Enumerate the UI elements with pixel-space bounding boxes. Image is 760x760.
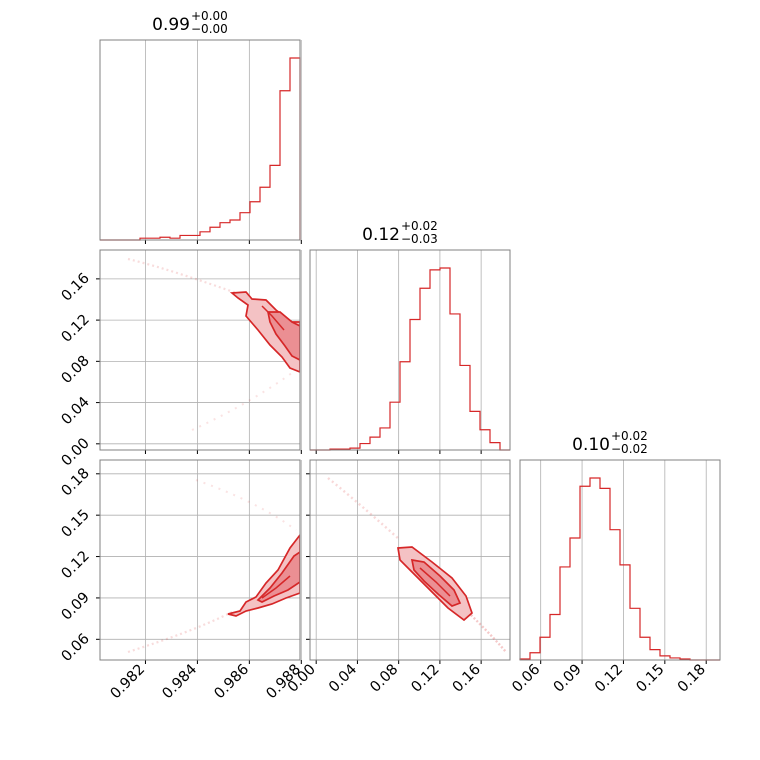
marks-layer xyxy=(100,57,720,661)
x-tick-label-c1-2: 0.08 xyxy=(367,662,401,696)
panel-frame-r2c2 xyxy=(519,459,721,661)
contour-panel-p2-vs-p1 xyxy=(327,477,507,653)
panel-frame-r1c0 xyxy=(99,249,301,451)
param-title-value-1: 0.12 xyxy=(362,225,400,245)
contour-inner-p2-vs-p0 xyxy=(256,550,300,603)
panel-frame-r0c0 xyxy=(99,39,301,241)
y-tick-label-r2-4: 0.18 xyxy=(59,465,93,499)
contour-line-p1-vs-p0 xyxy=(261,305,285,331)
y-tick-label-r2-0: 0.06 xyxy=(59,631,93,665)
histogram-param-2 xyxy=(519,477,720,661)
histogram-param-0 xyxy=(100,57,301,241)
y-tick-label-r2-2: 0.12 xyxy=(59,548,93,582)
param-title-plus-1: +0.02 xyxy=(401,219,438,233)
param-title-minus-0: −0.00 xyxy=(191,22,228,36)
x-tick-label-c0-0: 0.982 xyxy=(108,662,149,703)
param-title-minus-2: −0.02 xyxy=(611,442,648,456)
panel-frame-r2c0 xyxy=(99,459,301,661)
param-title-plus-2: +0.02 xyxy=(611,429,648,443)
grid-layer xyxy=(96,40,707,664)
scatter-trail-p2-upper xyxy=(195,479,297,531)
y-tick-label-r2-1: 0.09 xyxy=(59,589,93,623)
x-tick-label-c1-4: 0.16 xyxy=(450,662,484,696)
scatter-trail-p2-p1-upper xyxy=(327,477,401,541)
histogram-param-1 xyxy=(310,267,510,451)
y-tick-label-r1-2: 0.08 xyxy=(59,353,93,387)
contour-panel-p2-vs-p0 xyxy=(127,479,300,654)
x-tick-label-c1-3: 0.12 xyxy=(409,662,443,696)
contour-line-p2-vs-p0 xyxy=(261,575,291,599)
panel-frame-r1c1 xyxy=(309,249,511,451)
contour-inner-p1-vs-p0 xyxy=(266,311,300,361)
x-tick-label-c2-3: 0.15 xyxy=(634,662,668,696)
param-title-minus-1: −0.03 xyxy=(401,232,438,246)
y-tick-label-r1-0: 0.00 xyxy=(59,435,93,469)
x-tick-label-c2-2: 0.12 xyxy=(592,662,626,696)
x-tick-label-c0-2: 0.986 xyxy=(212,662,253,703)
panel-frame-r2c1 xyxy=(309,459,511,661)
contour-line-p2-vs-p1 xyxy=(419,567,451,597)
contour-panel-p1-vs-p0 xyxy=(127,257,300,431)
y-tick-label-r2-3: 0.15 xyxy=(59,507,93,541)
x-tick-label-c2-0: 0.06 xyxy=(509,662,543,696)
scatter-trail-p2-p1-lower xyxy=(467,611,507,653)
contour-outer-p1-vs-p0 xyxy=(229,291,300,373)
y-tick-label-r1-1: 0.04 xyxy=(59,394,93,428)
x-tick-label-c2-4: 0.18 xyxy=(675,662,709,696)
y-tick-label-r1-4: 0.16 xyxy=(59,270,93,304)
x-tick-label-c2-1: 0.09 xyxy=(551,662,585,696)
x-tick-label-c1-1: 0.04 xyxy=(326,662,360,696)
y-tick-label-r1-3: 0.12 xyxy=(59,312,93,346)
scatter-trail-p2-lower xyxy=(127,611,233,654)
contour-outer-p2-vs-p0 xyxy=(227,533,300,617)
param-title-value-2: 0.10 xyxy=(572,435,610,455)
param-title-plus-0: +0.00 xyxy=(191,9,228,23)
param-title-value-0: 0.99 xyxy=(152,15,190,35)
scatter-trail-p1-lower xyxy=(191,369,297,431)
x-tick-label-c0-1: 0.984 xyxy=(160,662,201,703)
